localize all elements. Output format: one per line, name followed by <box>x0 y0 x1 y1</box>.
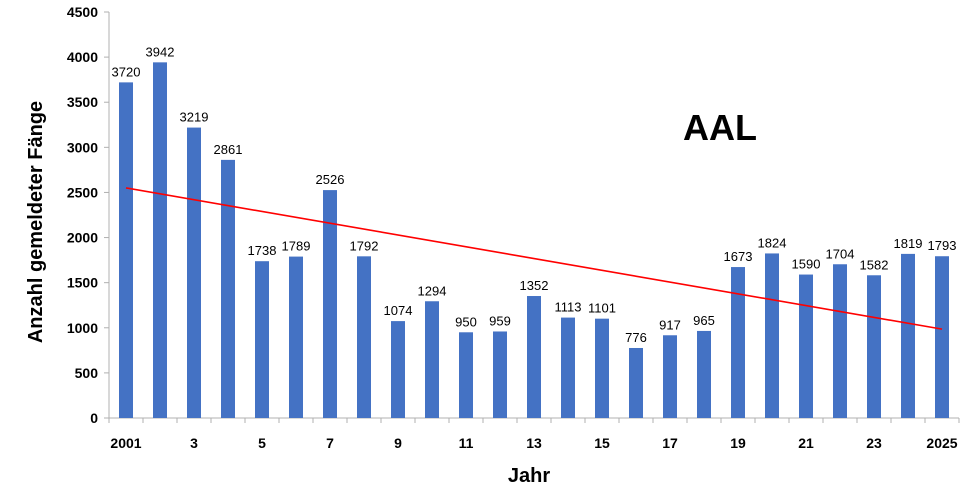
data-label: 776 <box>625 330 647 345</box>
data-label: 3942 <box>146 44 175 59</box>
data-label: 1590 <box>792 257 821 272</box>
x-tick-label: 5 <box>258 435 266 451</box>
data-label: 1792 <box>350 238 379 253</box>
bar <box>935 256 949 418</box>
bar <box>901 253 915 418</box>
data-label: 965 <box>693 313 715 328</box>
y-tick-label: 0 <box>90 410 98 426</box>
x-tick-label: 21 <box>798 435 814 451</box>
x-tick-label: 23 <box>866 435 882 451</box>
y-axis-title: Anzahl gemeldeter Fänge <box>25 101 47 343</box>
x-tick-label: 7 <box>326 435 334 451</box>
y-axis-ticks: 0 500 1000 1500 2000 2500 3000 3500 4000 4500 <box>67 4 109 426</box>
bar <box>527 296 541 418</box>
x-tick-label: 2025 <box>926 435 957 451</box>
data-label: 2861 <box>214 142 243 157</box>
x-tick-label: 17 <box>662 435 678 451</box>
data-label: 917 <box>659 317 681 332</box>
bar <box>357 256 371 418</box>
data-label: 3720 <box>112 64 141 79</box>
data-label: 1673 <box>724 249 753 264</box>
data-label: 1793 <box>928 238 957 253</box>
data-label: 1582 <box>860 257 889 272</box>
bar <box>867 275 881 418</box>
data-label: 1789 <box>282 239 311 254</box>
y-tick-label: 2000 <box>67 230 98 246</box>
bar <box>629 347 643 418</box>
trendline <box>125 187 943 330</box>
data-label: 1738 <box>248 243 277 258</box>
x-tick-label: 19 <box>730 435 746 451</box>
y-tick-label: 4000 <box>67 49 98 65</box>
bar <box>561 317 575 418</box>
bar <box>697 330 711 418</box>
data-label: 959 <box>489 313 511 328</box>
data-label: 1101 <box>588 301 616 316</box>
bar <box>663 335 677 418</box>
x-tick-label: 9 <box>394 435 402 451</box>
data-label: 1294 <box>418 283 447 298</box>
bar <box>255 261 269 418</box>
bar-series <box>119 62 949 419</box>
data-label: 1352 <box>520 278 549 293</box>
data-label: 950 <box>455 314 477 329</box>
data-labels: 3720 3942 3219 2861 1738 1789 2526 1792 1074 1294… <box>112 44 957 345</box>
bar <box>289 256 303 418</box>
x-axis-ticks: 2001 3 5 7 9 11 13 15 17 19 21 23 2025 <box>108 418 960 451</box>
x-tick-label: 3 <box>190 435 198 451</box>
bar <box>799 274 813 418</box>
x-tick-label: 11 <box>459 435 474 451</box>
bar <box>221 159 235 419</box>
data-label: 1819 <box>894 236 923 251</box>
data-label: 1824 <box>758 235 787 250</box>
bar <box>153 62 167 419</box>
bar <box>323 190 337 418</box>
bar <box>765 253 779 418</box>
bar <box>459 332 473 418</box>
y-tick-label: 500 <box>75 365 99 381</box>
bar <box>731 267 745 418</box>
bar <box>425 301 439 418</box>
y-tick-label: 2500 <box>67 184 98 200</box>
bar <box>187 127 201 418</box>
y-tick-label: 3500 <box>67 94 98 110</box>
data-label: 1113 <box>555 300 582 315</box>
y-tick-label: 3000 <box>67 139 98 155</box>
bar <box>493 331 507 418</box>
species-annotation: AAL <box>683 107 757 148</box>
bar <box>595 318 609 418</box>
data-label: 1704 <box>826 246 855 261</box>
y-tick-label: 1500 <box>67 275 98 291</box>
bar <box>119 82 133 418</box>
x-tick-label: 2001 <box>110 435 141 451</box>
data-label: 3219 <box>180 110 209 125</box>
bar <box>833 264 847 418</box>
data-label: 2526 <box>316 172 345 187</box>
y-tick-label: 4500 <box>67 4 98 20</box>
bar <box>391 321 405 418</box>
y-tick-label: 1000 <box>67 320 98 336</box>
x-axis-title: Jahr <box>508 465 550 487</box>
x-tick-label: 15 <box>594 435 610 451</box>
x-tick-label: 13 <box>526 435 542 451</box>
data-label: 1074 <box>384 303 413 318</box>
